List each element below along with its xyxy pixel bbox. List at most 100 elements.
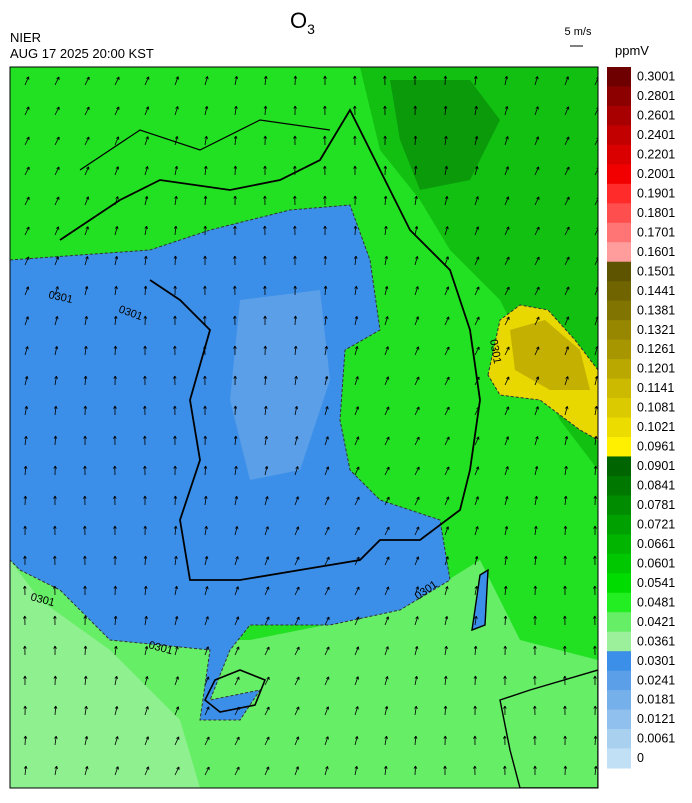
colorbar-label: 0.1021	[637, 420, 675, 434]
wind-arrow	[24, 286, 30, 296]
wind-arrow	[503, 615, 508, 626]
wind-arrow	[504, 136, 509, 146]
wind-arrow	[534, 106, 539, 116]
wind-arrow	[113, 615, 118, 626]
wind-arrow	[113, 555, 117, 566]
wind-arrow	[563, 495, 568, 506]
field-light	[10, 380, 598, 788]
wind-arrow	[264, 556, 270, 566]
wind-arrow	[353, 165, 357, 176]
wind-arrow	[54, 166, 60, 176]
wind-arrow	[174, 136, 179, 146]
wind-arrow	[474, 105, 478, 116]
wind-arrow	[293, 345, 298, 356]
wind-arrow	[24, 376, 29, 386]
map-area: 0301 0301 0301 0301 0301 0301	[10, 67, 598, 788]
wind-arrow	[204, 135, 208, 146]
wind-arrow	[143, 375, 147, 386]
wind-arrow	[353, 225, 358, 236]
wind-arrow	[23, 525, 27, 536]
wind-arrow	[534, 226, 540, 236]
wind-arrow	[264, 526, 269, 536]
wind-arrow	[24, 316, 29, 326]
wind-arrow	[354, 676, 359, 686]
wind-arrow	[233, 285, 237, 296]
wind-arrow	[53, 675, 58, 686]
colorbar-segment	[607, 281, 631, 302]
wind-arrow	[54, 76, 60, 86]
wind-arrow	[54, 226, 60, 236]
wind-arrow	[474, 196, 479, 206]
wind-arrow	[353, 75, 357, 86]
wind-arrow	[144, 106, 150, 116]
wind-arrow	[143, 585, 148, 596]
wind-arrow	[203, 435, 208, 446]
wind-arrow	[444, 406, 450, 416]
colorbar-label: 0.0541	[637, 576, 675, 590]
colorbar-label: 0.0301	[637, 654, 675, 668]
wind-arrow	[114, 766, 119, 776]
wind-arrow	[384, 406, 390, 416]
wind-arrow	[84, 705, 88, 716]
wind-arrow	[54, 765, 58, 776]
wind-arrow	[173, 345, 177, 356]
wind-arrow	[143, 435, 147, 446]
wind-arrow	[593, 645, 597, 656]
wind-arrow	[234, 706, 240, 716]
wind-arrow	[324, 406, 329, 416]
datetime: AUG 17 2025 20:00 KST	[10, 46, 154, 61]
wind-arrow	[23, 555, 27, 566]
wind-arrow	[294, 466, 299, 476]
wind-arrow	[294, 616, 300, 626]
wind-arrow	[53, 705, 58, 716]
wind-arrow	[264, 465, 269, 476]
wind-arrow	[54, 316, 59, 326]
wind-arrow	[263, 105, 268, 116]
wind-arrow	[114, 675, 119, 686]
wind-arrow	[504, 496, 509, 506]
wind-arrow	[444, 286, 450, 296]
colorbar-label: 0.2601	[637, 109, 675, 123]
wind-arrow	[204, 766, 210, 776]
wind-arrow	[54, 106, 60, 116]
wind-arrow	[324, 676, 330, 686]
wind-arrow	[413, 135, 418, 146]
wind-arrow	[234, 75, 239, 86]
wind-arrow	[414, 406, 420, 416]
wind-arrow	[263, 315, 267, 326]
wind-arrow	[23, 465, 28, 476]
wind-arrow	[264, 736, 270, 746]
colorbar-label: 0.0661	[637, 537, 675, 551]
wind-arrow	[414, 195, 418, 206]
wind-arrow	[174, 676, 179, 686]
wind-arrow	[414, 225, 419, 236]
wind-arrow	[563, 705, 567, 716]
wind-arrow	[263, 345, 268, 356]
wind-arrow	[444, 135, 448, 146]
wind-arrow	[474, 466, 480, 476]
wind-arrow	[233, 435, 238, 446]
wind-arrow	[113, 315, 118, 326]
wind-arrow	[533, 555, 538, 566]
wind-arrow	[23, 645, 27, 656]
wind-arrow	[174, 165, 179, 176]
wind-arrow	[53, 585, 57, 596]
wind-arrow	[264, 616, 270, 626]
wind-arrow	[384, 765, 388, 776]
colorbar-label: 0.0181	[637, 693, 675, 707]
wind-arrow	[504, 256, 510, 266]
wind-arrow	[143, 345, 147, 356]
wind-arrow	[294, 375, 298, 386]
wind-arrow	[264, 676, 270, 686]
wind-arrow	[54, 375, 58, 386]
wind-arrow	[323, 165, 327, 176]
wind-arrow	[414, 586, 419, 596]
wind-arrow	[24, 435, 28, 446]
wind-arrow	[443, 105, 448, 116]
wind-arrow	[143, 285, 148, 296]
wind-arrow	[564, 76, 569, 86]
wind-arrow	[384, 255, 389, 266]
wind-arrow	[564, 226, 570, 236]
wind-arrow	[353, 195, 357, 206]
wind-arrow	[84, 226, 89, 236]
